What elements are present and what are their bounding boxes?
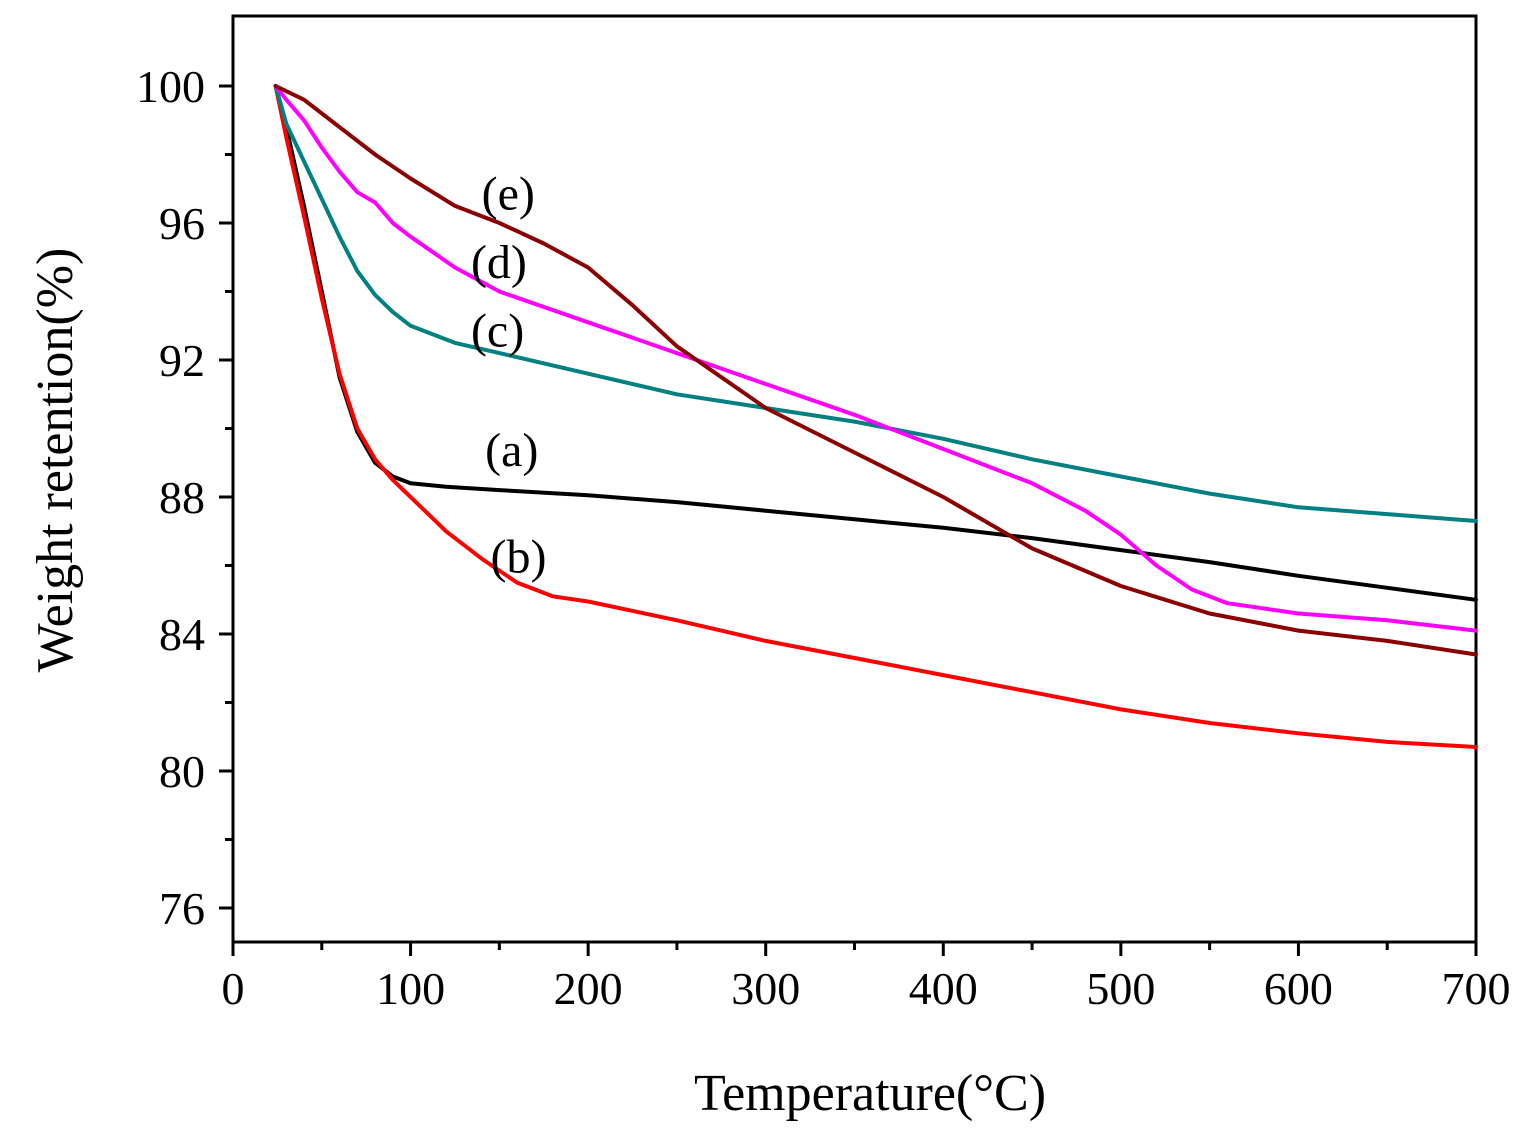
- x-tick-label: 400: [909, 963, 978, 1014]
- series-line-d: [273, 84, 1478, 633]
- x-axis-ticks: 0 100 200 300 400 500 600 700: [222, 942, 1511, 1014]
- x-tick-label: 200: [554, 963, 623, 1014]
- series-label-a: (a): [485, 424, 538, 477]
- series-label-c: (c): [471, 304, 524, 357]
- series-label-e: (e): [482, 167, 535, 220]
- y-tick-label: 80: [159, 746, 205, 797]
- y-tick-label: 88: [159, 472, 205, 523]
- series-line-e: [273, 84, 1478, 657]
- x-tick-label: 0: [222, 963, 245, 1014]
- y-axis-title: Weight retention(%): [27, 248, 84, 673]
- plot-frame: [231, 14, 1478, 944]
- y-tick-label: 84: [159, 609, 205, 660]
- x-tick-label: 500: [1086, 963, 1155, 1014]
- x-tick-label: 600: [1264, 963, 1333, 1014]
- x-tick-label: 700: [1442, 963, 1511, 1014]
- series-line-c: [273, 84, 1478, 523]
- x-axis-title: Temperature(°C): [694, 1065, 1046, 1122]
- series-label-d: (d): [471, 236, 527, 289]
- y-tick-label: 92: [159, 335, 205, 386]
- y-axis-ticks: 76 80 84 88 92 96 100: [136, 61, 233, 934]
- y-tick-label: 76: [159, 883, 205, 934]
- x-tick-label: 100: [376, 963, 445, 1014]
- series-annotations: (a) (b) (c) (d) (e): [471, 167, 547, 583]
- series-line-b: [273, 84, 1478, 749]
- y-tick-label: 100: [136, 61, 205, 112]
- x-tick-label: 300: [731, 963, 800, 1014]
- y-tick-label: 96: [159, 198, 205, 249]
- series-group: [273, 84, 1478, 749]
- series-label-b: (b): [490, 530, 546, 583]
